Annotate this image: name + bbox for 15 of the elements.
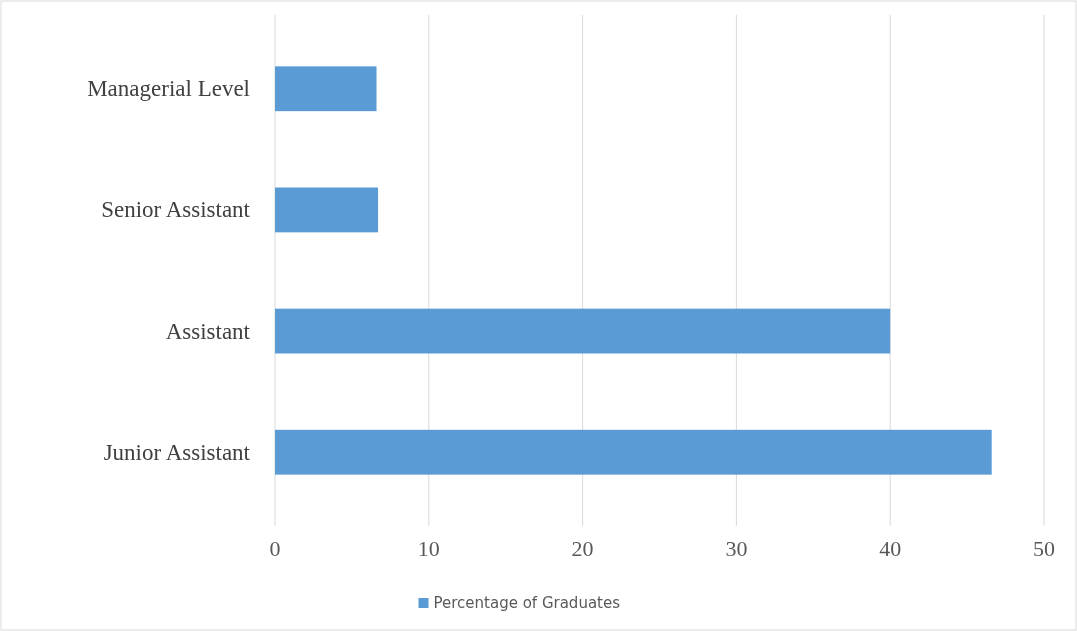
x-tick-label: 30: [725, 536, 748, 561]
x-tick-label: 0: [269, 536, 281, 561]
bar: [275, 187, 379, 233]
legend-label: Percentage of Graduates: [433, 594, 621, 612]
x-tick-label: 40: [879, 536, 902, 561]
bar: [275, 308, 891, 354]
y-tick-label: Assistant: [165, 318, 251, 344]
x-tick-label: 20: [571, 536, 594, 561]
y-tick-label: Senior Assistant: [101, 197, 251, 223]
x-tick-label: 50: [1033, 536, 1055, 561]
y-tick-label: Junior Assistant: [103, 439, 251, 465]
x-tick-label: 10: [417, 536, 440, 561]
bar: [275, 66, 377, 112]
bar: [275, 429, 992, 475]
y-tick-label: Managerial Level: [87, 76, 250, 102]
